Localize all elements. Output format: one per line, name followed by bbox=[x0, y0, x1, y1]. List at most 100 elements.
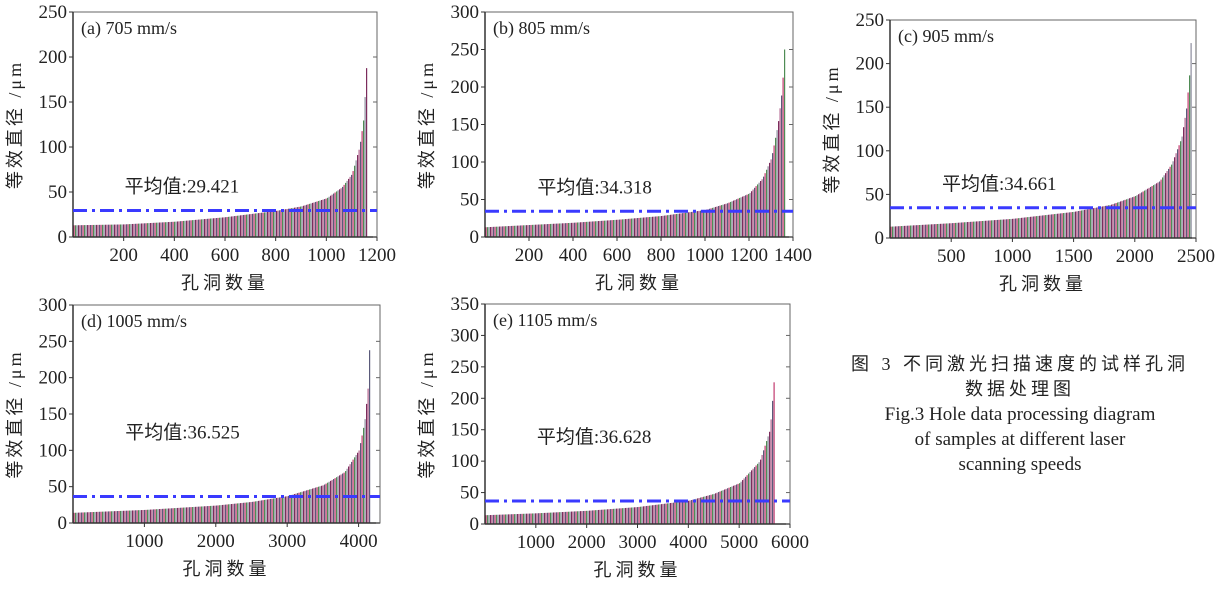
bar bbox=[512, 225, 514, 237]
bar bbox=[157, 222, 159, 237]
bar bbox=[267, 499, 269, 523]
bar bbox=[1009, 219, 1011, 238]
y-tick-label: 0 bbox=[470, 227, 480, 248]
bar bbox=[247, 502, 249, 523]
bar bbox=[205, 506, 207, 523]
bar bbox=[295, 207, 297, 237]
bar bbox=[321, 485, 323, 523]
bar bbox=[566, 223, 568, 237]
bar bbox=[988, 220, 990, 238]
bar bbox=[139, 223, 141, 237]
bar bbox=[595, 221, 597, 237]
bar bbox=[716, 492, 718, 524]
bar bbox=[916, 225, 918, 238]
bar bbox=[574, 222, 576, 237]
bar bbox=[168, 508, 170, 523]
bar bbox=[108, 224, 110, 237]
bar bbox=[1117, 202, 1119, 238]
bar bbox=[712, 494, 714, 524]
bar bbox=[238, 503, 240, 523]
bar bbox=[88, 225, 90, 237]
bar bbox=[763, 450, 765, 524]
bar bbox=[941, 223, 943, 238]
bar bbox=[994, 220, 996, 238]
bar bbox=[745, 195, 747, 237]
bar bbox=[541, 224, 543, 237]
bar bbox=[688, 212, 690, 237]
bar bbox=[544, 512, 546, 524]
bar bbox=[1072, 212, 1074, 238]
panel-title: (d) 1005 mm/s bbox=[81, 311, 187, 332]
caption-cn-line2: 数据处理图 bbox=[965, 379, 1075, 399]
bar bbox=[538, 224, 540, 237]
bar bbox=[502, 226, 504, 237]
bar bbox=[586, 221, 588, 237]
panel-title: (e) 1105 mm/s bbox=[493, 310, 597, 331]
bar bbox=[108, 511, 110, 523]
bar bbox=[336, 477, 338, 523]
bar bbox=[81, 512, 83, 523]
bar bbox=[919, 225, 921, 238]
bar bbox=[769, 162, 771, 237]
bar bbox=[565, 223, 567, 237]
bar bbox=[532, 513, 534, 524]
bar bbox=[1102, 206, 1104, 238]
bar-series bbox=[485, 49, 786, 237]
bar bbox=[955, 222, 957, 238]
bar bbox=[656, 216, 658, 237]
bar bbox=[1181, 136, 1183, 238]
bar bbox=[153, 509, 155, 523]
bar bbox=[649, 505, 651, 524]
bar bbox=[526, 513, 528, 524]
bar bbox=[1043, 215, 1045, 238]
bar bbox=[364, 97, 366, 237]
bar bbox=[598, 509, 600, 524]
bar bbox=[117, 511, 119, 523]
bar bbox=[1168, 168, 1170, 238]
bar bbox=[346, 180, 348, 237]
bar bbox=[502, 514, 504, 524]
bar bbox=[1142, 191, 1144, 238]
bar bbox=[575, 511, 577, 524]
bar bbox=[195, 506, 197, 523]
bar bbox=[488, 227, 490, 237]
bar bbox=[234, 503, 236, 523]
bar bbox=[592, 510, 594, 524]
bar bbox=[599, 509, 601, 524]
bar bbox=[192, 507, 194, 523]
bar bbox=[748, 473, 750, 524]
bar bbox=[1153, 185, 1155, 238]
bar bbox=[1045, 215, 1047, 238]
bar bbox=[358, 149, 360, 237]
bar bbox=[646, 505, 648, 524]
y-tick-label: 100 bbox=[451, 152, 480, 173]
bar bbox=[511, 514, 513, 524]
bar bbox=[264, 212, 266, 237]
bar bbox=[904, 225, 906, 238]
y-axis-label: 等效直径 /μm bbox=[5, 60, 25, 189]
bar bbox=[923, 224, 925, 238]
bar bbox=[773, 145, 775, 237]
bar bbox=[682, 213, 684, 237]
bar bbox=[569, 222, 571, 237]
bar bbox=[766, 169, 768, 237]
bar bbox=[159, 222, 161, 237]
bar bbox=[662, 215, 664, 237]
bar bbox=[625, 507, 627, 524]
bar bbox=[517, 225, 519, 237]
bar bbox=[1166, 171, 1168, 238]
y-tick-label: 150 bbox=[39, 404, 68, 425]
bar bbox=[295, 493, 297, 523]
mean-label: 平均值:34.318 bbox=[537, 176, 652, 198]
bar bbox=[342, 473, 344, 523]
bar bbox=[240, 215, 242, 237]
bar bbox=[361, 131, 363, 237]
bar bbox=[298, 206, 300, 237]
bar bbox=[349, 176, 351, 237]
bar bbox=[162, 508, 164, 523]
bar bbox=[608, 220, 610, 237]
bar bbox=[761, 179, 763, 237]
bar bbox=[700, 497, 702, 524]
bar bbox=[1070, 212, 1072, 238]
bar bbox=[610, 509, 612, 524]
